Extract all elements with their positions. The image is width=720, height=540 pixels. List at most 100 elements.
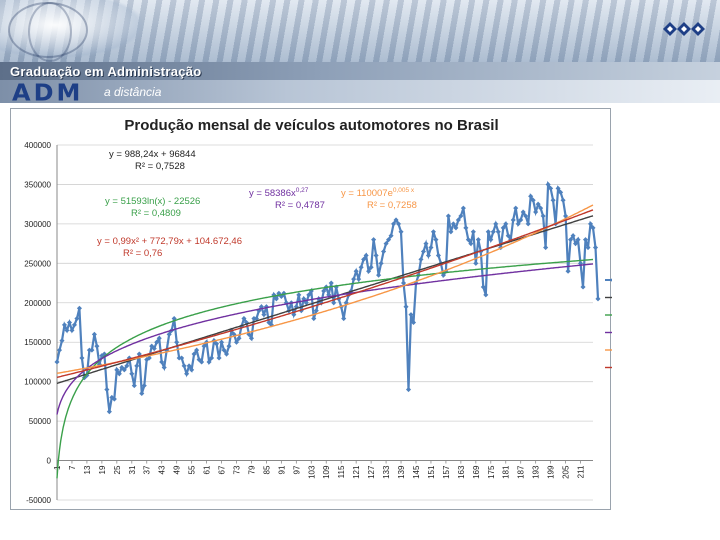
- data-point: [223, 351, 230, 357]
- legend-marker: [610, 277, 612, 283]
- globe-graphic: [8, 2, 88, 62]
- data-point: [91, 331, 97, 337]
- data-point: [121, 367, 127, 373]
- x-tick-label: 169: [472, 465, 481, 479]
- header-photo: [0, 0, 720, 62]
- data-point: [184, 371, 190, 377]
- x-tick-label: 91: [277, 465, 286, 474]
- data-point: [510, 217, 516, 223]
- legend-entry: Linear (Série1): [605, 296, 612, 299]
- data-point: [253, 316, 259, 322]
- equation-exponent: 0,005 x: [393, 187, 415, 194]
- x-tick-label: 121: [352, 465, 361, 479]
- data-point: [565, 268, 571, 274]
- x-tick-label: 19: [98, 465, 107, 474]
- data-point: [470, 229, 476, 235]
- equation-r2-poly: R² = 0,76: [123, 248, 162, 259]
- x-tick-label: 199: [547, 465, 556, 479]
- x-tick-label: 25: [113, 465, 122, 474]
- trendline: [56, 258, 594, 479]
- data-point: [181, 363, 187, 369]
- data-point: [56, 347, 63, 353]
- data-point: [241, 316, 247, 322]
- y-tick-label: 350000: [24, 180, 51, 189]
- data-point: [328, 280, 334, 286]
- data-point: [418, 256, 424, 262]
- data-point: [582, 237, 589, 243]
- data-point: [560, 197, 566, 203]
- data-point: [463, 225, 469, 231]
- data-point: [543, 245, 549, 251]
- chart-container: Produção mensal de veículos automotores …: [10, 108, 612, 510]
- data-point: [94, 343, 100, 349]
- legend-entry: Potência (Série1): [605, 331, 612, 334]
- brand-logo: ADM: [12, 79, 84, 107]
- data-point: [475, 237, 481, 243]
- data-point: [74, 316, 80, 322]
- data-point: [233, 339, 240, 345]
- x-tick-label: 31: [128, 465, 137, 474]
- data-point: [490, 229, 496, 235]
- data-point: [373, 252, 379, 258]
- data-point: [313, 308, 319, 314]
- program-title: Graduação em Administração: [10, 64, 202, 79]
- data-point: [236, 335, 242, 341]
- data-point: [408, 312, 414, 318]
- data-point: [358, 264, 364, 270]
- x-tick-label: 205: [562, 465, 571, 479]
- data-point: [513, 205, 519, 211]
- data-point: [54, 359, 60, 365]
- trendline: [56, 263, 594, 415]
- data-point: [540, 213, 546, 219]
- data-point: [199, 359, 205, 365]
- data-point: [159, 359, 165, 365]
- y-tick-label: 250000: [24, 259, 51, 268]
- data-point: [194, 347, 200, 353]
- data-point: [391, 221, 397, 227]
- data-point: [79, 355, 85, 361]
- data-point: [66, 319, 73, 326]
- x-tick-label: 187: [517, 465, 526, 479]
- data-point: [430, 229, 436, 235]
- x-tick-label: 49: [173, 465, 182, 474]
- y-tick-label: 100000: [24, 378, 51, 387]
- legend-entry: Logaritmo (Série1): [605, 314, 612, 316]
- data-point: [485, 229, 491, 235]
- data-point: [376, 272, 382, 278]
- data-point: [445, 213, 451, 219]
- header-title-strip: [0, 62, 720, 80]
- trendline: [56, 209, 594, 379]
- data-point: [76, 305, 82, 311]
- data-point: [420, 248, 427, 255]
- data-point: [356, 276, 362, 282]
- data-point: [209, 355, 215, 361]
- data-point: [179, 355, 185, 361]
- data-point: [104, 387, 110, 393]
- data-point: [488, 237, 494, 243]
- x-tick-label: 193: [532, 465, 541, 479]
- data-point: [448, 229, 454, 235]
- chart-title: Produção mensal de veículos automotores …: [124, 117, 499, 134]
- data-point: [351, 276, 357, 282]
- x-tick-label: 175: [487, 465, 496, 479]
- x-tick-label: 7: [68, 465, 77, 470]
- data-point: [129, 371, 135, 377]
- x-tick-label: 55: [188, 465, 197, 474]
- data-point: [468, 241, 474, 247]
- equation-log: y = 51593ln(x) - 22526: [105, 196, 200, 207]
- data-point: [371, 237, 377, 243]
- x-tick-label: 109: [322, 465, 331, 479]
- data-point: [106, 409, 112, 415]
- header-brand-strip: [0, 80, 720, 103]
- data-point: [455, 217, 461, 223]
- data-point: [423, 241, 429, 247]
- data-point: [550, 197, 556, 203]
- equation-r2-linear: R² = 0,7528: [135, 161, 185, 172]
- brand-subtitle: a distância: [104, 85, 162, 99]
- equation-r2-power: R² = 0,4787: [275, 200, 325, 211]
- equation-r2-expo: R² = 0,7258: [367, 200, 417, 211]
- data-point: [218, 339, 225, 345]
- data-point: [141, 383, 147, 389]
- data-point: [201, 343, 207, 349]
- y-tick-label: -50000: [26, 496, 51, 505]
